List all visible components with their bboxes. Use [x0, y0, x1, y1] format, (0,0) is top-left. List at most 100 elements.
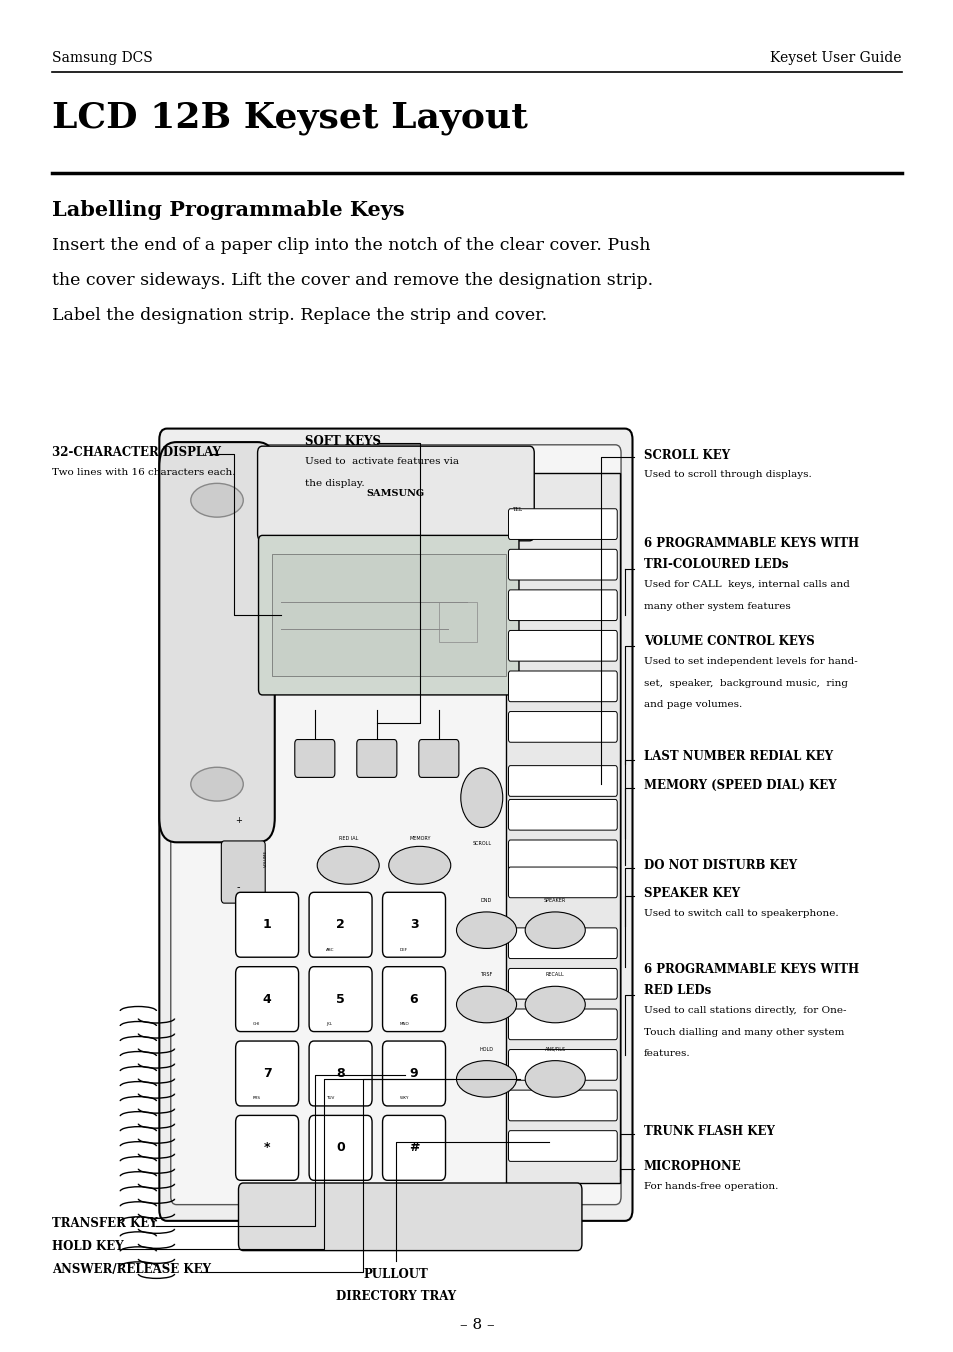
Text: SPEAKER KEY: SPEAKER KEY	[643, 887, 740, 900]
FancyBboxPatch shape	[257, 446, 534, 541]
Text: LAST NUMBER REDIAL KEY: LAST NUMBER REDIAL KEY	[643, 750, 832, 764]
Text: RECALL: RECALL	[545, 972, 564, 977]
Text: 3: 3	[409, 918, 418, 932]
Text: the display.: the display.	[305, 479, 364, 488]
FancyBboxPatch shape	[309, 1115, 372, 1180]
Text: For hands-free operation.: For hands-free operation.	[643, 1182, 778, 1191]
FancyBboxPatch shape	[508, 1130, 617, 1161]
FancyBboxPatch shape	[294, 740, 335, 777]
Text: the cover sideways. Lift the cover and remove the designation strip.: the cover sideways. Lift the cover and r…	[52, 272, 653, 289]
Text: *: *	[264, 1141, 270, 1155]
Text: 6 PROGRAMMABLE KEYS WITH: 6 PROGRAMMABLE KEYS WITH	[643, 963, 858, 976]
Text: Used to call stations directly,  for One-: Used to call stations directly, for One-	[643, 1006, 845, 1015]
Bar	[505, 473, 619, 1183]
Text: MEMORY: MEMORY	[409, 836, 430, 841]
FancyBboxPatch shape	[309, 892, 372, 957]
Text: TRUNK FLASH KEY: TRUNK FLASH KEY	[643, 1125, 774, 1138]
Text: 1: 1	[262, 918, 272, 932]
Text: TRANSFER KEY: TRANSFER KEY	[52, 1217, 158, 1230]
Text: 0: 0	[335, 1141, 345, 1155]
Text: DO NOT DISTURB KEY: DO NOT DISTURB KEY	[643, 859, 797, 872]
FancyBboxPatch shape	[508, 711, 617, 742]
FancyBboxPatch shape	[238, 1183, 581, 1251]
Circle shape	[460, 768, 502, 827]
Text: SCROLL KEY: SCROLL KEY	[643, 449, 729, 462]
Text: 2: 2	[335, 918, 345, 932]
Text: MICROPHONE: MICROPHONE	[643, 1160, 740, 1174]
Text: 9: 9	[409, 1067, 418, 1080]
FancyBboxPatch shape	[235, 892, 298, 957]
Text: MNO: MNO	[399, 1022, 409, 1026]
FancyBboxPatch shape	[508, 799, 617, 830]
Ellipse shape	[456, 911, 517, 949]
Text: ANS/RLS: ANS/RLS	[544, 1046, 565, 1052]
Text: Touch dialling and many other system: Touch dialling and many other system	[643, 1028, 843, 1037]
FancyBboxPatch shape	[508, 671, 617, 702]
FancyBboxPatch shape	[508, 1090, 617, 1121]
Text: 6: 6	[409, 992, 418, 1006]
Text: GHI: GHI	[253, 1022, 260, 1026]
Text: features.: features.	[643, 1049, 690, 1059]
FancyBboxPatch shape	[221, 841, 265, 903]
Bar	[438, 602, 476, 642]
FancyBboxPatch shape	[382, 892, 445, 957]
Text: #: #	[408, 1141, 419, 1155]
FancyBboxPatch shape	[309, 967, 372, 1032]
Text: 32-CHARACTER DISPLAY: 32-CHARACTER DISPLAY	[52, 446, 221, 460]
Text: Labelling Programmable Keys: Labelling Programmable Keys	[52, 200, 405, 220]
FancyBboxPatch shape	[508, 589, 617, 621]
Text: Used to set independent levels for hand-: Used to set independent levels for hand-	[643, 657, 857, 667]
FancyBboxPatch shape	[418, 740, 458, 777]
Text: 5: 5	[335, 992, 345, 1006]
Text: VOLUME: VOLUME	[264, 850, 268, 867]
Text: TUV: TUV	[326, 1096, 335, 1101]
Text: Insert the end of a paper clip into the notch of the clear cover. Push: Insert the end of a paper clip into the …	[52, 237, 650, 254]
Text: Label the designation strip. Replace the strip and cover.: Label the designation strip. Replace the…	[52, 307, 547, 324]
Text: Used for CALL  keys, internal calls and: Used for CALL keys, internal calls and	[643, 580, 849, 589]
FancyBboxPatch shape	[258, 535, 518, 695]
Ellipse shape	[316, 846, 378, 884]
Text: JKL: JKL	[326, 1022, 332, 1026]
FancyBboxPatch shape	[159, 442, 274, 842]
Text: PULLOUT: PULLOUT	[363, 1268, 428, 1282]
Text: Two lines with 16 characters each.: Two lines with 16 characters each.	[52, 468, 235, 477]
Ellipse shape	[524, 1060, 585, 1098]
FancyBboxPatch shape	[382, 1041, 445, 1106]
Text: Keyset User Guide: Keyset User Guide	[769, 51, 901, 65]
Ellipse shape	[191, 484, 243, 518]
Ellipse shape	[456, 987, 517, 1022]
Ellipse shape	[191, 768, 243, 800]
Text: LCD 12B Keyset Layout: LCD 12B Keyset Layout	[52, 101, 528, 135]
FancyBboxPatch shape	[508, 630, 617, 661]
FancyBboxPatch shape	[356, 740, 396, 777]
Text: – 8 –: – 8 –	[459, 1318, 494, 1332]
FancyBboxPatch shape	[159, 429, 632, 1221]
Ellipse shape	[389, 846, 450, 884]
Text: SPEAKER: SPEAKER	[543, 898, 566, 903]
FancyBboxPatch shape	[309, 1041, 372, 1106]
Text: MEMORY (SPEED DIAL) KEY: MEMORY (SPEED DIAL) KEY	[643, 779, 836, 792]
FancyBboxPatch shape	[235, 967, 298, 1032]
FancyBboxPatch shape	[382, 1115, 445, 1180]
Text: Samsung DCS: Samsung DCS	[52, 51, 153, 65]
Text: SCROLL: SCROLL	[472, 841, 491, 846]
Text: -: -	[236, 883, 240, 892]
Text: 6 PROGRAMMABLE KEYS WITH: 6 PROGRAMMABLE KEYS WITH	[643, 537, 858, 550]
FancyBboxPatch shape	[235, 1041, 298, 1106]
Text: Used to  activate features via: Used to activate features via	[305, 457, 458, 466]
Text: Used to switch call to speakerphone.: Used to switch call to speakerphone.	[643, 909, 838, 918]
Text: 7: 7	[262, 1067, 272, 1080]
Text: DND: DND	[480, 898, 492, 903]
FancyBboxPatch shape	[508, 927, 617, 959]
Text: HOLD: HOLD	[479, 1046, 493, 1052]
Text: 4: 4	[262, 992, 272, 1006]
Text: Used to scroll through displays.: Used to scroll through displays.	[643, 470, 811, 480]
FancyBboxPatch shape	[508, 968, 617, 999]
FancyBboxPatch shape	[171, 445, 620, 1205]
FancyBboxPatch shape	[508, 867, 617, 898]
Text: DIRECTORY TRAY: DIRECTORY TRAY	[335, 1290, 456, 1303]
Text: ABC: ABC	[326, 948, 335, 952]
FancyBboxPatch shape	[508, 1009, 617, 1040]
FancyBboxPatch shape	[508, 765, 617, 796]
Text: TRI-COLOURED LEDs: TRI-COLOURED LEDs	[643, 558, 787, 572]
